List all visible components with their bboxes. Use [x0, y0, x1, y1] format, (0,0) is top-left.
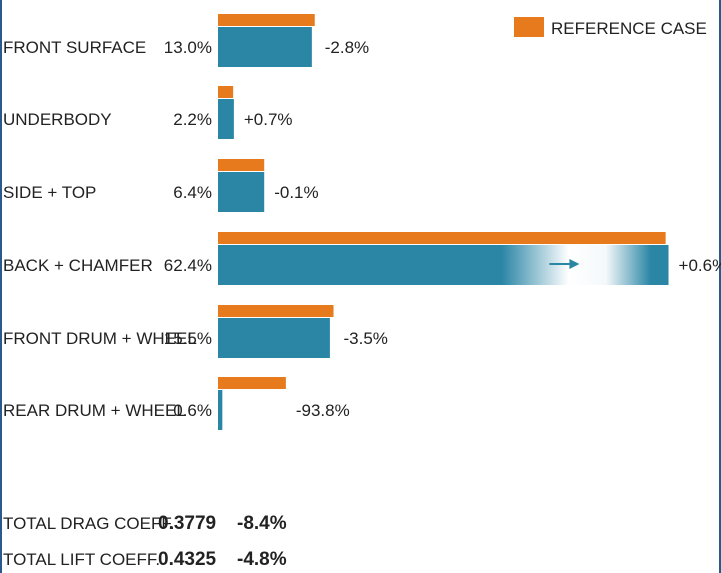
total-drag-change: -8.4% — [237, 513, 287, 534]
change-label-rear-drum-wheel: -93.8% — [296, 401, 350, 420]
category-label-underbody: UNDERBODY — [3, 110, 112, 129]
frame-border-right — [719, 0, 721, 573]
share-label-back-chamfer: 62.4% — [164, 256, 212, 275]
share-label-front-drum-wheel: 15.5% — [164, 329, 212, 348]
bar-current-front-surface — [218, 27, 312, 67]
bar-current-underbody — [218, 99, 234, 139]
arrow-right-icon — [549, 259, 580, 269]
bar-reference-back-chamfer — [218, 232, 666, 244]
total-drag-label: TOTAL DRAG COEFF. — [3, 514, 175, 533]
change-label-underbody: +0.7% — [244, 110, 293, 129]
bar-current-side-top — [218, 172, 265, 212]
bar-reference-underbody — [218, 86, 234, 98]
category-label-front-surface: FRONT SURFACE — [3, 38, 146, 57]
total-lift-value: 0.4325 — [158, 549, 217, 570]
change-label-front-drum-wheel: -3.5% — [344, 329, 388, 348]
share-label-front-surface: 13.0% — [164, 38, 212, 57]
bar-reference-side-top — [218, 159, 265, 171]
total-drag-value: 0.3779 — [158, 513, 216, 534]
category-label-front-drum-wheel: FRONT DRUM + WHEEL — [3, 329, 197, 348]
share-label-side-top: 6.4% — [173, 183, 212, 202]
legend-label-reference: REFERENCE CASE — [551, 19, 707, 38]
bar-reference-rear-drum-wheel — [218, 377, 286, 389]
share-label-underbody: 2.2% — [173, 110, 212, 129]
total-lift-change: -4.8% — [237, 549, 287, 570]
category-label-back-chamfer: BACK + CHAMFER — [3, 256, 153, 275]
legend-swatch-reference — [514, 17, 544, 37]
bar-current-rear-drum-wheel — [218, 390, 223, 430]
total-lift-label: TOTAL LIFT COEFF. — [3, 550, 160, 569]
frame-border-left — [0, 0, 2, 573]
category-label-side-top: SIDE + TOP — [3, 183, 96, 202]
share-label-rear-drum-wheel: 0.6% — [173, 401, 212, 420]
change-label-side-top: -0.1% — [274, 183, 318, 202]
change-label-back-chamfer: +0.6% — [679, 256, 721, 275]
bar-reference-front-drum-wheel — [218, 305, 334, 317]
bar-current-front-drum-wheel — [218, 318, 330, 358]
change-label-front-surface: -2.8% — [325, 38, 369, 57]
category-label-rear-drum-wheel: REAR DRUM + WHEEL — [3, 401, 186, 420]
bar-reference-front-surface — [218, 14, 315, 26]
